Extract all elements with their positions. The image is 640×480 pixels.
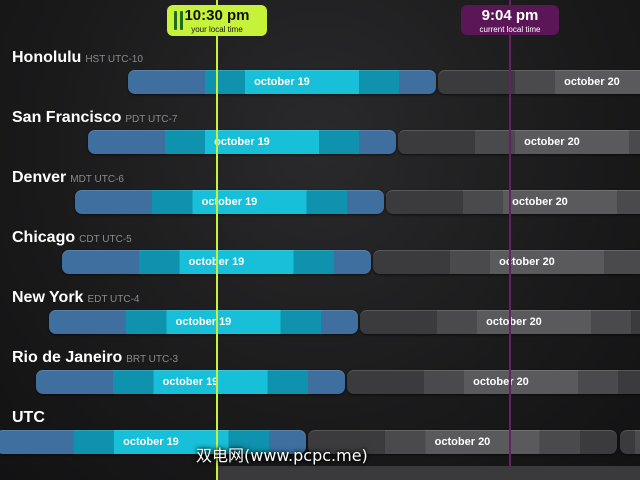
day-band-tomorrow[interactable]: october 20 bbox=[308, 430, 617, 454]
timezone-code: HST UTC-10 bbox=[85, 54, 143, 65]
day-label: october 20 bbox=[499, 256, 555, 268]
day-band-tomorrow[interactable]: october 20 bbox=[398, 130, 640, 154]
day-band-today[interactable]: october 19 bbox=[75, 190, 384, 214]
day-band-today[interactable]: october 19 bbox=[128, 70, 436, 94]
day-label: october 20 bbox=[434, 436, 491, 448]
day-band-today[interactable]: october 19 bbox=[0, 430, 306, 454]
day-band-tomorrow[interactable]: october 20 bbox=[438, 70, 640, 94]
city-name: New York bbox=[12, 289, 84, 306]
city-row-rio-de-janeiro: Rio de Janeiro BRT UTC-3 october 19 octob… bbox=[0, 348, 640, 408]
city-name: Rio de Janeiro bbox=[12, 349, 123, 366]
city-row-chicago: Chicago CDT UTC-5 october 19 october 20 bbox=[0, 228, 640, 288]
day-label: october 19 bbox=[123, 436, 179, 448]
city-row-san-francisco: San Francisco PDT UTC-7 october 19 octobe… bbox=[0, 108, 640, 168]
city-row-honolulu: Honolulu HST UTC-10 october 19 october 20 bbox=[0, 48, 640, 108]
city-row-denver: Denver MDT UTC-6 october 19 october 20 bbox=[0, 168, 640, 228]
city-label: Chicago CDT UTC-5 bbox=[12, 228, 132, 250]
local-time-marker-line[interactable] bbox=[216, 0, 218, 480]
city-row-utc: UTC october 19 october 20 bbox=[0, 408, 640, 468]
day-label: october 19 bbox=[162, 376, 219, 388]
day-label: october 19 bbox=[214, 136, 270, 148]
city-name: Honolulu bbox=[12, 49, 82, 66]
day-band-today[interactable]: october 19 bbox=[88, 130, 396, 154]
timezone-code: PDT UTC-7 bbox=[125, 114, 178, 125]
local-time-box[interactable]: 10:30 pm your local time bbox=[167, 5, 267, 36]
city-row-new-york: New York EDT UTC-4 october 19 october 20 bbox=[0, 288, 640, 348]
city-name: Chicago bbox=[12, 229, 76, 246]
day-label: october 20 bbox=[473, 376, 529, 388]
day-band-tomorrow[interactable]: october 20 bbox=[373, 250, 640, 274]
timezone-code: CDT UTC-5 bbox=[79, 234, 132, 245]
local-time-value: 10:30 pm bbox=[184, 7, 250, 24]
day-band-tomorrow[interactable]: october 20 bbox=[360, 310, 640, 334]
day-band-tomorrow[interactable]: october 20 bbox=[386, 190, 640, 214]
city-label: UTC bbox=[12, 408, 49, 430]
watermark-text: 双电网(www.pcpc.me) bbox=[196, 446, 368, 465]
city-label: Denver MDT UTC-6 bbox=[12, 168, 124, 190]
city-name: Denver bbox=[12, 169, 67, 186]
local-time-caption: your local time bbox=[191, 25, 243, 34]
city-label: San Francisco PDT UTC-7 bbox=[12, 108, 177, 130]
day-band-today[interactable]: october 19 bbox=[36, 370, 345, 394]
city-name: UTC bbox=[12, 409, 45, 426]
day-band-tomorrow[interactable]: october 20 bbox=[347, 370, 640, 394]
day-label: october 20 bbox=[564, 76, 620, 88]
current-time-marker-line bbox=[509, 0, 511, 480]
day-label: october 19 bbox=[254, 76, 310, 88]
city-label: Rio de Janeiro BRT UTC-3 bbox=[12, 348, 178, 370]
bottom-strip bbox=[218, 466, 640, 480]
timezone-code: EDT UTC-4 bbox=[87, 294, 140, 305]
timezone-code: MDT UTC-6 bbox=[70, 174, 124, 185]
current-time-caption: current local time bbox=[479, 25, 541, 34]
city-name: San Francisco bbox=[12, 109, 122, 126]
day-band-next[interactable] bbox=[620, 430, 640, 454]
city-label: Honolulu HST UTC-10 bbox=[12, 48, 143, 70]
timezone-code: BRT UTC-3 bbox=[126, 354, 179, 365]
day-band-today[interactable]: october 19 bbox=[49, 310, 358, 334]
current-time-value: 9:04 pm bbox=[481, 7, 539, 24]
day-label: october 20 bbox=[524, 136, 580, 148]
day-label: october 20 bbox=[512, 196, 568, 208]
current-time-box: 9:04 pm current local time bbox=[461, 5, 559, 35]
day-label: october 20 bbox=[486, 316, 542, 328]
city-label: New York EDT UTC-4 bbox=[12, 288, 139, 310]
day-label: october 19 bbox=[201, 196, 258, 208]
day-label: october 19 bbox=[175, 316, 232, 328]
drag-handle-icon[interactable] bbox=[174, 11, 184, 30]
